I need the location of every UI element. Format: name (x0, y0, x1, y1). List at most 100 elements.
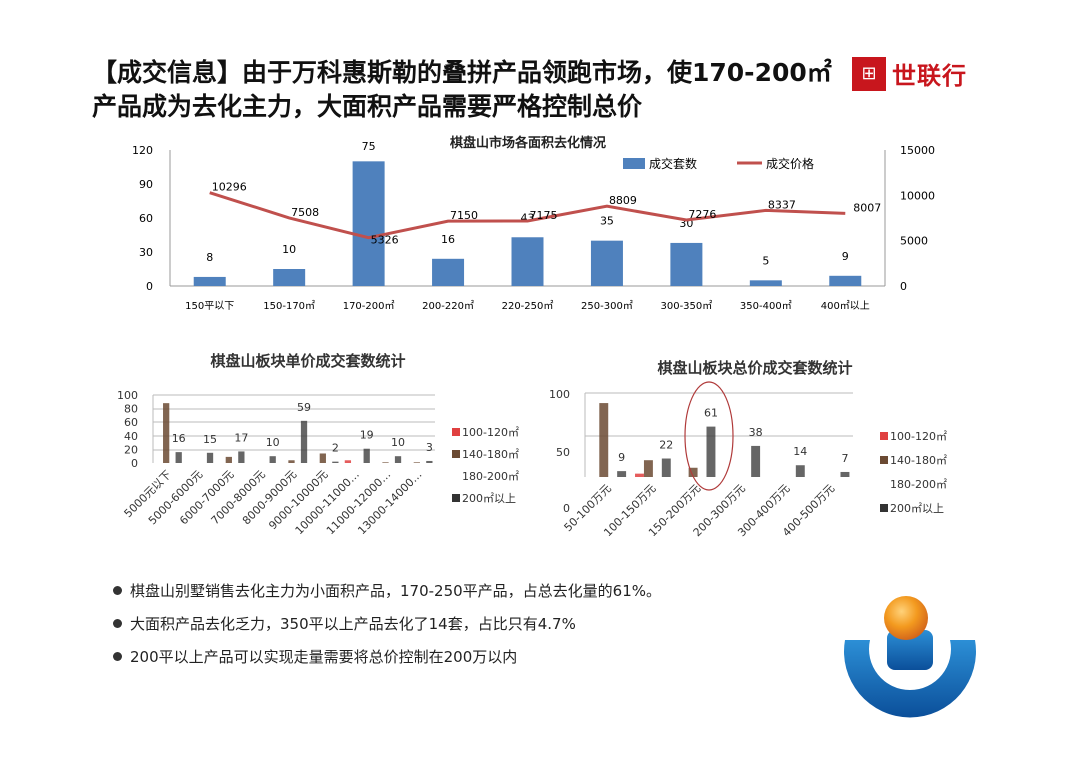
legend-label: 200㎡以上 (890, 502, 944, 515)
bar-data-label: 10 (391, 436, 405, 449)
chart-title: 棋盘山市场各面积去化情况 (449, 135, 606, 151)
bar-data-label: 19 (360, 429, 374, 442)
bar-data-label: 7 (841, 452, 848, 465)
bar-data-label: 75 (362, 140, 376, 153)
x-tick-label: 220-250㎡ (502, 300, 554, 312)
bar-data-label: 38 (749, 426, 763, 439)
line-data-label: 7175 (530, 209, 558, 222)
x-tick-label: 400㎡以上 (821, 300, 870, 312)
bar (749, 280, 782, 286)
y-tick-label: 50 (556, 446, 570, 459)
legend-label: 180-200㎡ (890, 478, 947, 491)
bar (382, 462, 389, 463)
legend-label: 140-180㎡ (890, 454, 947, 467)
bar (363, 448, 370, 463)
bar (163, 403, 170, 463)
bar-data-label: 61 (704, 407, 718, 420)
bullet-item: 200平以上产品可以实现走量需要将总价控制在200万以内 (113, 644, 661, 668)
bar (751, 445, 761, 477)
bar (225, 456, 232, 463)
legend-swatch (880, 432, 888, 440)
bar (706, 426, 716, 477)
bar (193, 276, 226, 286)
bar (661, 458, 671, 477)
legend-label: 200㎡以上 (462, 492, 516, 505)
x-tick-label: 250-300㎡ (581, 300, 633, 312)
bar-data-label: 16 (441, 233, 455, 246)
line-data-label: 5326 (371, 234, 399, 247)
left-tick-label: 120 (132, 144, 153, 157)
bar (688, 467, 698, 477)
bar (599, 403, 609, 477)
right-tick-label: 10000 (900, 189, 935, 202)
y-tick-label: 20 (124, 443, 138, 456)
bar (829, 275, 862, 286)
price-line (209, 191, 846, 240)
legend-label: 100-120㎡ (462, 426, 519, 439)
right-tick-label: 5000 (900, 235, 928, 248)
bar (511, 237, 544, 286)
x-tick-label: 150-170㎡ (263, 300, 315, 312)
legend-swatch (880, 504, 888, 512)
bar (206, 452, 214, 463)
bar (288, 460, 295, 463)
bar-data-label: 59 (297, 401, 311, 414)
line-data-label: 7508 (291, 206, 319, 219)
bar-data-label: 35 (600, 215, 614, 228)
bullet-item: 大面积产品去化乏力，350平以上产品去化了14套，占比只有4.7% (113, 611, 661, 635)
bar (413, 462, 420, 463)
bar-data-label: 2 (332, 442, 339, 455)
y-tick-label: 80 (124, 403, 138, 416)
legend-swatch (880, 456, 888, 464)
bar (319, 453, 326, 463)
bar-data-label: 15 (203, 433, 217, 446)
bar (635, 473, 644, 477)
bar-data-label: 9 (618, 451, 625, 464)
bar (643, 460, 653, 477)
y-tick-label: 100 (549, 388, 570, 401)
x-tick-label: 350-400㎡ (740, 300, 792, 312)
bar-data-label: 22 (659, 439, 673, 452)
x-tick-label: 150平以下 (185, 301, 234, 312)
left-tick-label: 30 (139, 246, 153, 259)
bar (394, 456, 402, 463)
bar-data-label: 8 (206, 251, 213, 264)
bar (238, 451, 245, 463)
right-tick-label: 15000 (900, 144, 935, 157)
y-tick-label: 60 (124, 416, 138, 429)
legend-label: 100-120㎡ (890, 430, 947, 443)
brand-logo: ⊞ 世联行 (852, 56, 967, 91)
left-tick-label: 90 (139, 178, 153, 191)
bar (617, 471, 627, 477)
bullet-dot-icon (113, 618, 122, 628)
line-data-label: 8007 (853, 201, 881, 214)
bar (670, 242, 703, 286)
bar (795, 465, 805, 477)
legend-line-label: 成交价格 (766, 156, 814, 171)
line-data-label: 10296 (212, 181, 247, 194)
line-data-label: 7150 (450, 209, 478, 222)
legend-label: 140-180㎡ (462, 448, 519, 461)
bar (344, 460, 352, 463)
bar (175, 452, 182, 463)
slide-title: 【成交信息】由于万科惠斯勒的叠拼产品领跑市场，使170-200㎡产品成为去化主力… (92, 58, 832, 121)
legend-swatch (452, 428, 460, 436)
bar (332, 461, 339, 463)
line-data-label: 8809 (609, 194, 637, 207)
left-tick-label: 0 (146, 280, 153, 293)
bar-data-label: 10 (282, 243, 296, 256)
bar (840, 471, 850, 477)
chart-title: 棋盘山板块单价成交套数统计 (210, 352, 405, 370)
legend-bar-swatch (623, 158, 645, 169)
bar-data-label: 17 (234, 431, 248, 444)
bar-data-label: 5 (762, 254, 769, 267)
right-tick-label: 0 (900, 280, 907, 293)
x-tick-label: 300-350㎡ (660, 300, 712, 312)
y-tick-label: 100 (117, 389, 138, 402)
bullet-list: 棋盘山别墅销售去化主力为小面积产品，170-250平产品，占总去化量的61%。 … (113, 578, 661, 677)
bar-data-label: 3 (426, 441, 433, 454)
bar-data-label: 14 (793, 445, 807, 458)
bar (300, 420, 308, 463)
